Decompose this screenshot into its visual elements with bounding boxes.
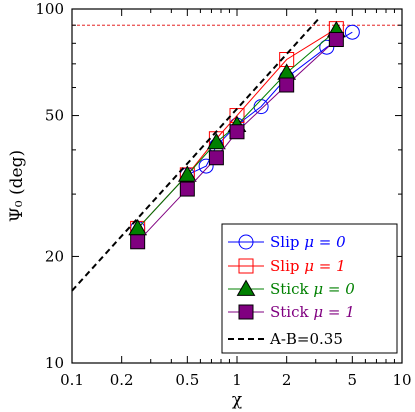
legend-entry: Stick μ = 0 — [228, 279, 355, 298]
legend-marker — [238, 234, 254, 250]
x-tick-label: 0.1 — [60, 371, 84, 389]
y-tick-label: 100 — [35, 0, 64, 18]
series-layer — [71, 16, 360, 292]
legend-label-param: μ = 1 — [304, 257, 345, 275]
x-tick-label: 1 — [232, 371, 242, 389]
legend-entry: Slip μ = 1 — [228, 257, 346, 275]
y-tick-label: 10 — [45, 354, 64, 372]
legend-entry: Slip μ = 0 — [228, 233, 346, 251]
data-point — [344, 24, 360, 40]
legend-label: A-B=0.35 — [269, 330, 343, 348]
data-point — [328, 32, 344, 48]
y-axis-label: Ψ₀ (deg) — [7, 150, 27, 222]
legend-label: Slip μ = 0 — [270, 233, 346, 251]
x-tick-label: 0.2 — [110, 371, 134, 389]
legend-marker — [238, 304, 254, 320]
legend-label-prefix: Stick — [270, 303, 313, 321]
legend-label-param: μ = 0 — [313, 280, 355, 298]
series-line — [137, 30, 337, 229]
x-axis-label: χ — [232, 390, 242, 410]
y-tick-label: 50 — [45, 107, 64, 125]
x-tick-label: 0.5 — [175, 371, 199, 389]
data-point — [207, 132, 226, 150]
legend-label-param: μ = 0 — [304, 233, 346, 251]
legend-label-param: μ = 1 — [313, 303, 354, 321]
legend-entry: Stick μ = 1 — [228, 303, 355, 321]
x-tick-label: 10 — [392, 371, 411, 389]
y-tick-label: 20 — [45, 247, 64, 265]
legend-label-prefix: Stick — [270, 280, 313, 298]
ticks-layer: 0.1 0.2 0.5 1 2 5 10 10 20 50 100 — [35, 0, 411, 389]
series-line — [137, 39, 337, 243]
legend-entry: A-B=0.35 — [228, 330, 343, 348]
data-point — [198, 158, 214, 174]
legend-label-prefix: Slip — [270, 233, 304, 251]
data-point — [179, 181, 195, 197]
data-point — [177, 165, 197, 182]
series-3 — [130, 32, 344, 250]
legend-label: Stick μ = 0 — [270, 280, 355, 298]
series-line — [71, 16, 322, 292]
data-point — [208, 150, 224, 166]
data-point — [130, 234, 146, 250]
legend-marker — [236, 279, 256, 296]
x-tick-label: 2 — [282, 371, 292, 389]
legend-marker — [238, 258, 254, 274]
data-point — [319, 39, 335, 55]
series-4 — [71, 16, 322, 292]
data-point — [279, 77, 295, 93]
legend-label: Stick μ = 1 — [270, 303, 355, 321]
legend-label-prefix: Slip — [270, 257, 304, 275]
x-tick-label: 5 — [348, 371, 358, 389]
data-point — [229, 124, 245, 140]
legend-label: Slip μ = 1 — [270, 257, 346, 275]
